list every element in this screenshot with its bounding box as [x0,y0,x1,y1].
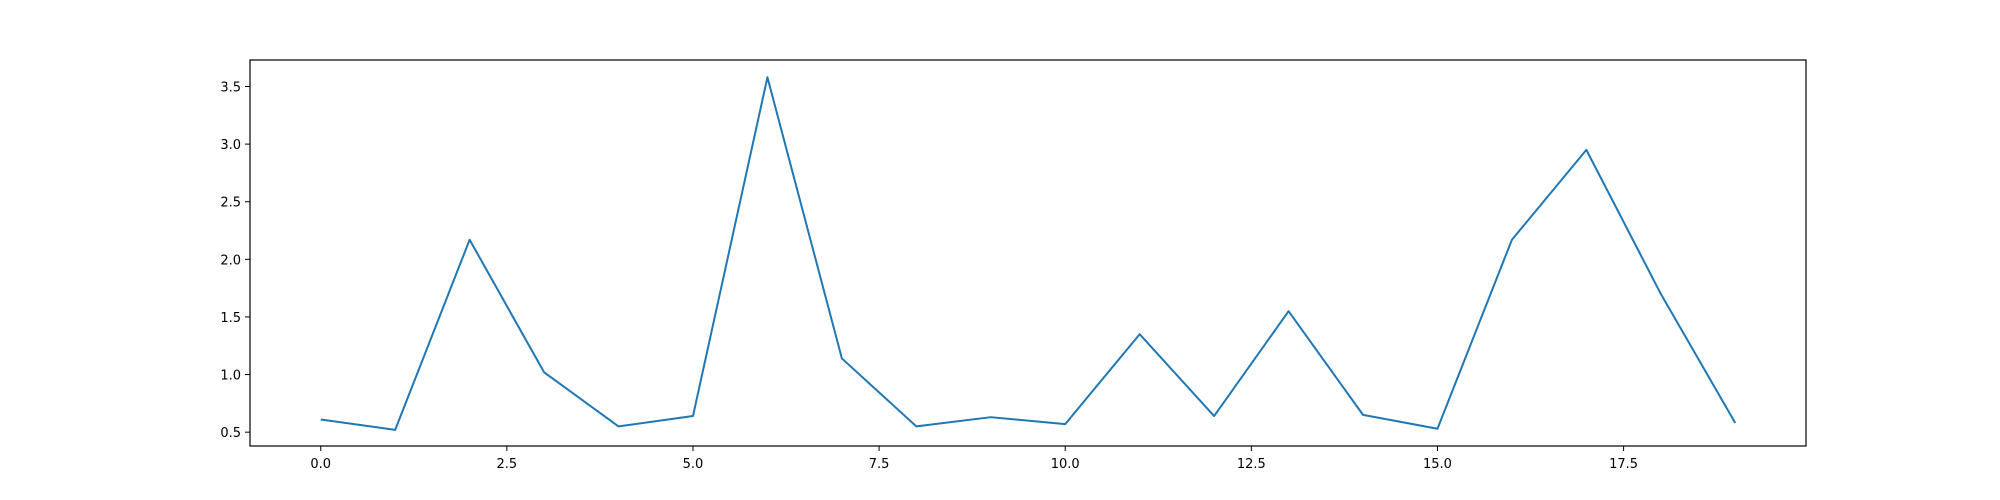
x-tick-label: 15.0 [1423,457,1452,472]
y-tick-label: 3.0 [220,138,241,153]
x-tick-label: 17.5 [1609,457,1638,472]
x-tick-label: 7.5 [869,457,890,472]
y-tick-label: 2.5 [220,196,241,211]
plot-frame [249,59,1807,447]
x-tick-label: 2.5 [497,457,518,472]
x-axis: 0.0 2.5 5.0 7.5 10.0 12.5 15.0 17.5 [310,446,1638,472]
series-line-0 [320,76,1737,431]
plot-area [249,59,1807,447]
x-tick-label: 12.5 [1237,457,1266,472]
x-tick-label: 10.0 [1051,457,1080,472]
y-axis: 0.5 1.0 1.5 2.0 2.5 3.0 3.5 [220,81,250,441]
series-layer [320,76,1737,431]
y-tick-label: 3.5 [220,81,241,96]
y-tick-label: 2.0 [220,253,241,268]
x-tick-label: 0.0 [310,457,331,472]
y-tick-label: 0.5 [220,426,241,441]
y-tick-label: 1.5 [220,311,241,326]
x-tick-label: 5.0 [683,457,704,472]
y-tick-label: 1.0 [220,369,241,384]
